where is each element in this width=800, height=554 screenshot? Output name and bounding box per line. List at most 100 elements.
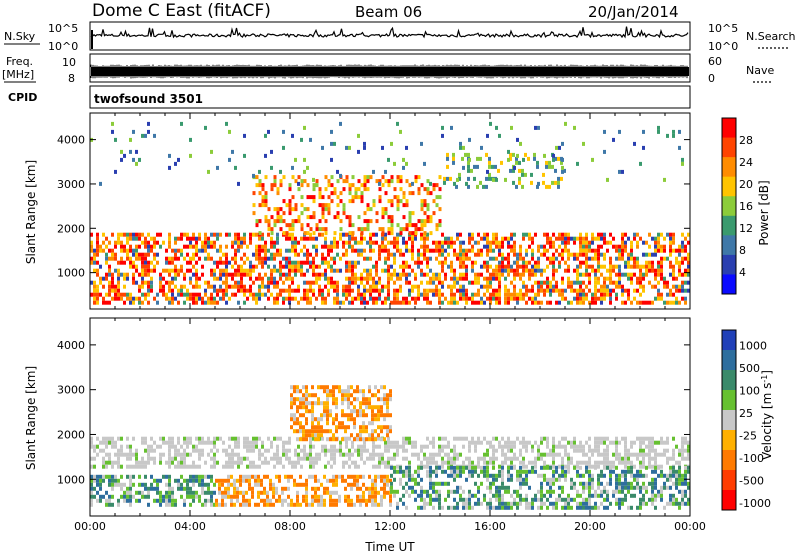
echo-cell	[459, 288, 462, 293]
echo-cell	[108, 498, 111, 503]
echo-cell	[315, 183, 319, 188]
echo-cell	[302, 433, 305, 438]
echo-cell	[684, 244, 687, 249]
echo-cell	[362, 437, 365, 442]
echo-cell	[399, 272, 402, 277]
echo-cell	[651, 481, 654, 486]
echo-cell	[144, 133, 147, 138]
echo-cell	[180, 236, 183, 241]
echo-cell	[282, 464, 285, 469]
echo-cell	[489, 292, 492, 297]
echo-cell	[303, 169, 306, 174]
echo-cell	[540, 456, 543, 461]
echo-cell	[651, 485, 654, 490]
echo-cell	[120, 444, 123, 449]
echo-cell	[621, 252, 624, 257]
echo-cell	[516, 501, 519, 506]
echo-cell	[159, 452, 162, 457]
echo-cell	[678, 248, 681, 253]
echo-cell	[252, 460, 255, 465]
echo-cell	[261, 280, 264, 285]
echo-cell	[510, 440, 513, 445]
echo-cell	[600, 489, 603, 494]
echo-cell	[123, 260, 126, 265]
echo-cell	[609, 440, 612, 445]
echo-cell	[288, 203, 292, 208]
echo-cell	[129, 502, 132, 507]
echo-cell	[258, 452, 261, 457]
echo-cell	[552, 469, 555, 474]
echo-cell	[312, 264, 315, 269]
echo-cell	[195, 248, 198, 253]
echo-cell	[597, 248, 600, 253]
echo-cell	[639, 485, 642, 490]
echo-cell	[606, 456, 609, 461]
echo-cell	[147, 121, 150, 126]
echo-cell	[159, 498, 162, 503]
echo-cell	[552, 256, 555, 261]
echo-cell	[296, 389, 299, 394]
echo-cell	[522, 280, 525, 285]
echo-cell	[383, 478, 386, 483]
echo-cell	[435, 288, 438, 293]
echo-cell	[339, 199, 343, 204]
echo-cell	[258, 464, 261, 469]
echo-cell	[324, 464, 327, 469]
echo-cell	[168, 260, 171, 265]
echo-cell	[621, 456, 624, 461]
echo-cell	[579, 288, 582, 293]
echo-cell	[480, 300, 483, 305]
echo-cell	[102, 460, 105, 465]
echo-cell	[378, 199, 382, 204]
echo-cell	[537, 244, 540, 249]
echo-cell	[615, 452, 618, 457]
echo-cell	[171, 288, 174, 293]
echo-cell	[144, 244, 147, 249]
echo-cell	[630, 460, 633, 465]
echo-cell	[362, 425, 365, 430]
echo-cell	[240, 456, 243, 461]
echo-cell	[462, 465, 465, 470]
echo-cell	[528, 469, 531, 474]
echo-cell	[576, 288, 579, 293]
echo-cell	[495, 292, 498, 297]
echo-cell	[507, 252, 510, 257]
echo-cell	[417, 256, 420, 261]
echo-cell	[339, 121, 342, 126]
echo-cell	[507, 436, 510, 441]
echo-cell	[239, 482, 242, 487]
echo-cell	[285, 203, 289, 208]
echo-cell	[681, 501, 684, 506]
echo-cell	[305, 494, 308, 499]
echo-cell	[432, 240, 435, 245]
echo-cell	[138, 236, 141, 241]
echo-cell	[135, 448, 138, 453]
echo-cell	[195, 300, 198, 305]
echo-cell	[351, 300, 354, 305]
echo-cell	[165, 292, 168, 297]
echo-cell	[651, 469, 654, 474]
echo-cell	[335, 502, 338, 507]
echo-cell	[303, 280, 306, 285]
echo-cell	[351, 231, 355, 236]
echo-cell	[255, 256, 258, 261]
echo-cell	[207, 486, 210, 491]
echo-cell	[477, 232, 480, 237]
echo-cell	[384, 248, 387, 253]
echo-cell	[579, 284, 582, 289]
echo-cell	[485, 176, 488, 181]
echo-cell	[456, 436, 459, 441]
echo-cell	[237, 284, 240, 289]
echo-cell	[525, 497, 528, 502]
echo-cell	[117, 284, 120, 289]
echo-cell	[330, 248, 333, 253]
echo-cell	[536, 184, 539, 189]
echo-cell	[186, 444, 189, 449]
echo-cell	[114, 440, 117, 445]
echo-cell	[350, 413, 353, 418]
echo-cell	[492, 276, 495, 281]
echo-cell	[332, 389, 335, 394]
echo-cell	[377, 389, 380, 394]
echo-cell	[461, 156, 464, 161]
echo-cell	[351, 264, 354, 269]
